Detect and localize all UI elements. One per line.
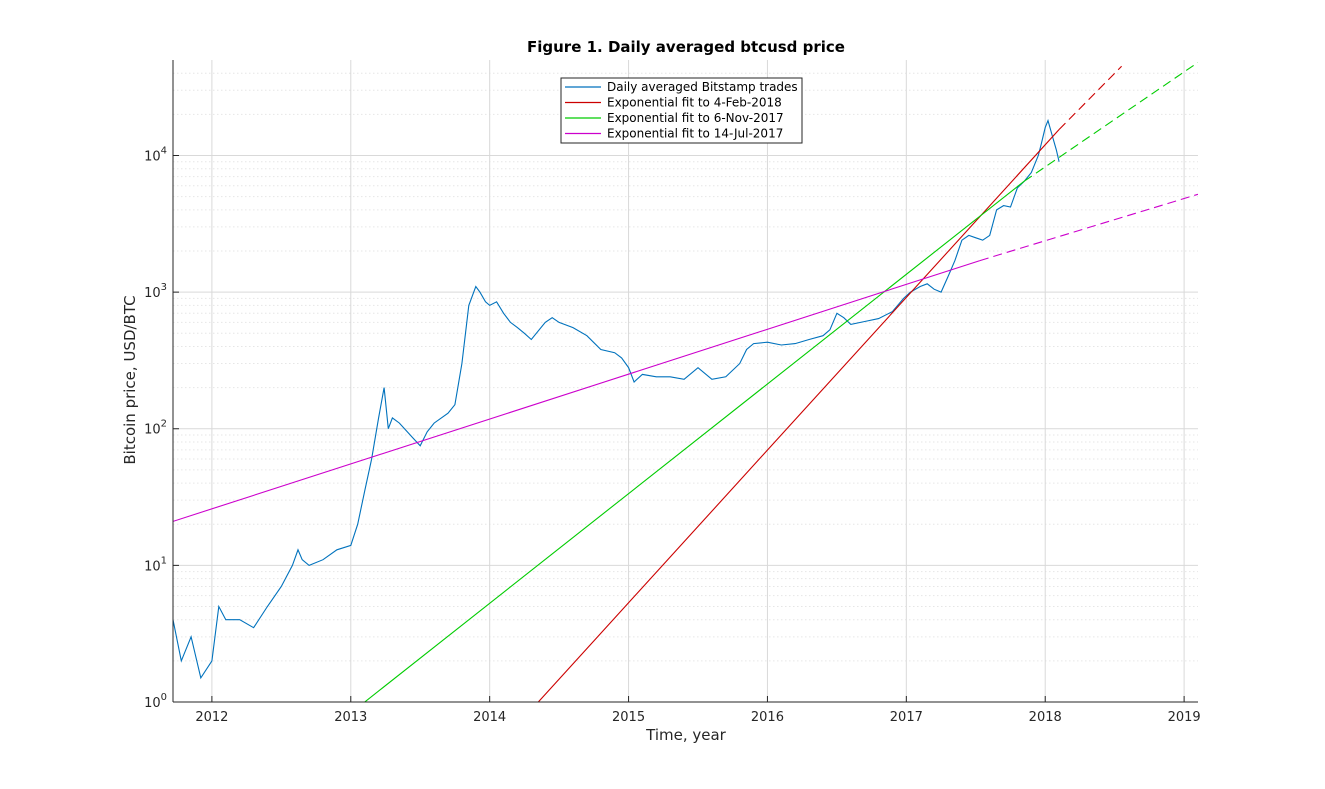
series-line-0 xyxy=(173,118,1060,680)
series-line-5 xyxy=(173,260,981,522)
y-tick-label: 101 xyxy=(144,555,167,574)
y-tick-label: 102 xyxy=(144,419,167,438)
x-tick-label: 2012 xyxy=(195,710,228,725)
x-tick-label: 2013 xyxy=(334,710,367,725)
x-tick-label: 2016 xyxy=(751,710,784,725)
x-tick-label: 2018 xyxy=(1029,710,1062,725)
x-tick-label: 2019 xyxy=(1168,710,1201,725)
plot-area xyxy=(173,61,1198,702)
axes: 2012 2013 2014 2015 2016 2017 2018 2019 100 101 10… xyxy=(144,60,1201,725)
legend-label: Daily averaged Bitstamp trades xyxy=(607,80,798,94)
chart-title: Figure 1. Daily averaged btcusd price xyxy=(527,38,845,56)
x-tick-label: 2015 xyxy=(612,710,645,725)
x-axis-title: Time, year xyxy=(645,726,727,744)
x-tick-label: 2014 xyxy=(473,710,506,725)
legend-box xyxy=(560,77,803,144)
y-tick-label: 103 xyxy=(144,282,167,301)
y-tick-label: 100 xyxy=(144,692,167,711)
series-line-6 xyxy=(979,193,1198,262)
y-tick-label: 104 xyxy=(144,145,167,164)
legend: Daily averaged Bitstamp trades Exponentia… xyxy=(560,77,803,144)
series-line-4 xyxy=(1024,61,1198,182)
grid xyxy=(173,60,1198,703)
series-line-3 xyxy=(364,180,1025,702)
series-line-1 xyxy=(537,129,1060,702)
series-line-2 xyxy=(1058,65,1122,130)
y-axis-title: Bitcoin price, USD/BTC xyxy=(121,295,139,464)
legend-label: Exponential fit to 14-Jul-2017 xyxy=(607,127,783,141)
legend-label: Exponential fit to 4-Feb-2018 xyxy=(607,96,782,110)
x-tick-label: 2017 xyxy=(890,710,923,725)
legend-label: Exponential fit to 6-Nov-2017 xyxy=(607,111,784,125)
